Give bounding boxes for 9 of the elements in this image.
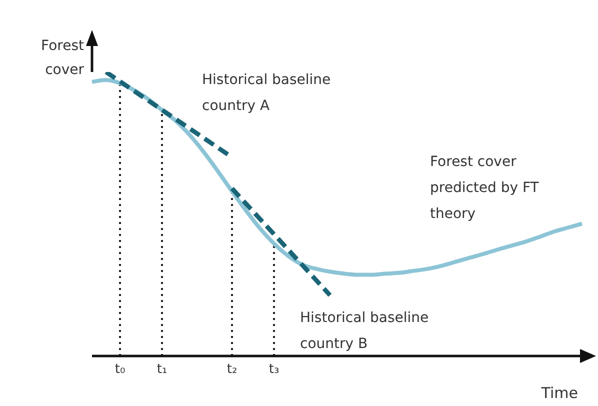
series-label: Forest cover predicted by FT theory bbox=[430, 154, 540, 222]
x-tick-label: t₂ bbox=[226, 362, 238, 378]
x-tick-label: t₀ bbox=[114, 362, 126, 378]
series-label: Historical baseline country A bbox=[202, 72, 331, 114]
x-tick-label: t₁ bbox=[156, 362, 168, 378]
x-tick-label: t₃ bbox=[268, 362, 280, 378]
x-axis-title: Time bbox=[540, 384, 578, 402]
text: Historical baseline country B bbox=[300, 310, 429, 352]
y-axis-title: Forest cover bbox=[41, 38, 85, 78]
